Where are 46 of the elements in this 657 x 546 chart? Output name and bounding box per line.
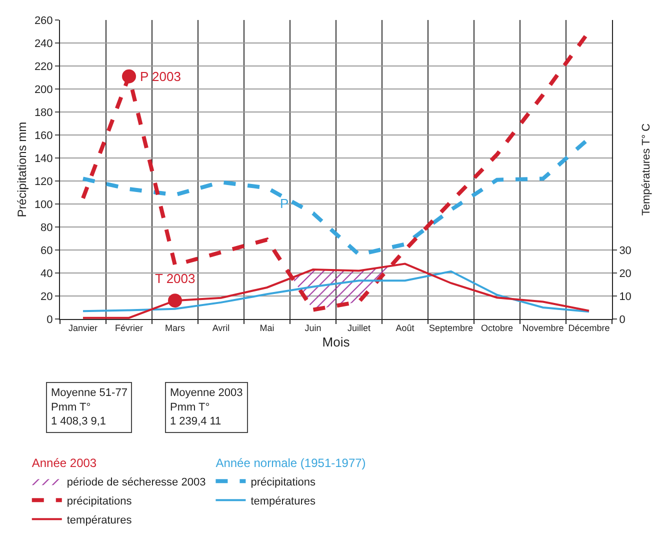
text: période de sécheresse 2003 (66, 476, 206, 488)
y-tick-label: 260 (34, 14, 53, 27)
y-axis-title: Précipitations mm (15, 122, 29, 218)
x-tick-label: Août (396, 322, 415, 333)
annotation: P 2003 (140, 69, 181, 84)
x-axis-title: Mois (322, 334, 350, 350)
y-tick-label: 60 (40, 244, 53, 257)
y-tick-label: 180 (34, 106, 53, 119)
x-tick-label: Septembre (428, 322, 474, 333)
x-tick-label: Novembre (522, 322, 564, 333)
y-tick-label: 240 (34, 38, 53, 50)
y-tick-label: 20 (40, 290, 53, 303)
text: Moyenne 2003 Pmm T° 1 239,4 11 (170, 387, 243, 428)
y2-tick-label: 10 (619, 290, 632, 303)
y2-tick-label: 30 (619, 244, 632, 257)
x-tick-label: Juin (304, 322, 322, 333)
legend-label: précipitations (250, 476, 316, 488)
y-tick-label: 0 (46, 314, 53, 326)
y-tick-label: 80 (40, 222, 53, 234)
x-tick-label: Mai (260, 322, 274, 333)
y-tick-label: 140 (34, 152, 53, 165)
y-tick-label: 40 (40, 268, 53, 280)
y2-axis-title: Températures T° C (640, 123, 652, 216)
x-tick-label: Décembre (568, 322, 610, 333)
text: Année 2003 (32, 456, 97, 470)
x-tick-label: Février (114, 322, 144, 333)
text: Moyenne 51-77 Pmm T° 1 408,3 9,1 (51, 387, 128, 428)
x-tick-label: Octobre (480, 322, 514, 333)
y-tick-label: 100 (34, 198, 53, 211)
legend-label: précipitations (66, 495, 132, 508)
x-tick-label: Juillet (347, 322, 371, 333)
line-series (82, 270, 590, 313)
y2-tick-label: 0 (619, 314, 626, 326)
annotation: T 2003 (155, 271, 196, 286)
x-tick-label: Mars (165, 322, 186, 333)
y-tick-label: 160 (34, 130, 53, 142)
y-tick-label: 200 (34, 84, 53, 96)
text: Année normale (1951-1977) (216, 456, 366, 470)
y-tick-label: 220 (34, 60, 53, 73)
legend-label: températures (250, 495, 316, 508)
x-tick-label: Avril (212, 322, 230, 333)
y2-tick-label: 20 (619, 268, 632, 280)
y-tick-label: 120 (34, 176, 53, 188)
legend-label: températures (66, 514, 132, 526)
annotation: P (280, 196, 289, 211)
x-tick-label: Janvier (68, 322, 98, 333)
